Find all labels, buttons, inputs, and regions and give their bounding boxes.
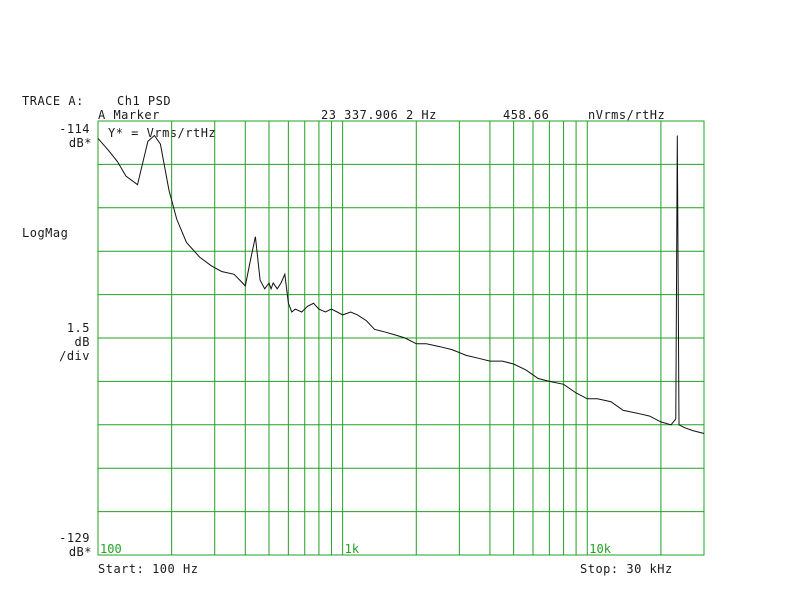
marker-unit: nVrms/rtHz: [588, 108, 666, 122]
scale-unit-div: /div: [59, 349, 90, 363]
display-mode: LogMag: [22, 226, 69, 240]
trace-label: TRACE A:: [22, 94, 84, 108]
x-tick-label: 100: [100, 542, 122, 556]
stop-frequency: Stop: 30 kHz: [580, 562, 673, 576]
psd-trace-line: [97, 134, 705, 434]
x-tick-label: 1k: [344, 542, 360, 556]
marker-frequency: 23 337.906 2 Hz: [321, 108, 437, 122]
trace-layer: [97, 134, 705, 434]
y-unit-note: Y* = Vrms/rtHz: [108, 126, 217, 140]
grid: [97, 120, 705, 556]
x-tick-label: 10k: [589, 542, 611, 556]
marker-label: A Marker: [98, 108, 160, 122]
marker-value: 458.66: [503, 108, 550, 122]
trace-name: Ch1 PSD: [117, 94, 172, 108]
scale-unit-db: dB: [74, 335, 90, 349]
y-top-value: -114: [59, 122, 90, 136]
y-top-unit: dB*: [68, 136, 92, 150]
start-frequency: Start: 100 Hz: [98, 562, 199, 576]
y-bottom-unit: dB*: [68, 545, 92, 559]
scale-value: 1.5: [66, 321, 90, 335]
y-bottom-value: -129: [59, 531, 90, 545]
